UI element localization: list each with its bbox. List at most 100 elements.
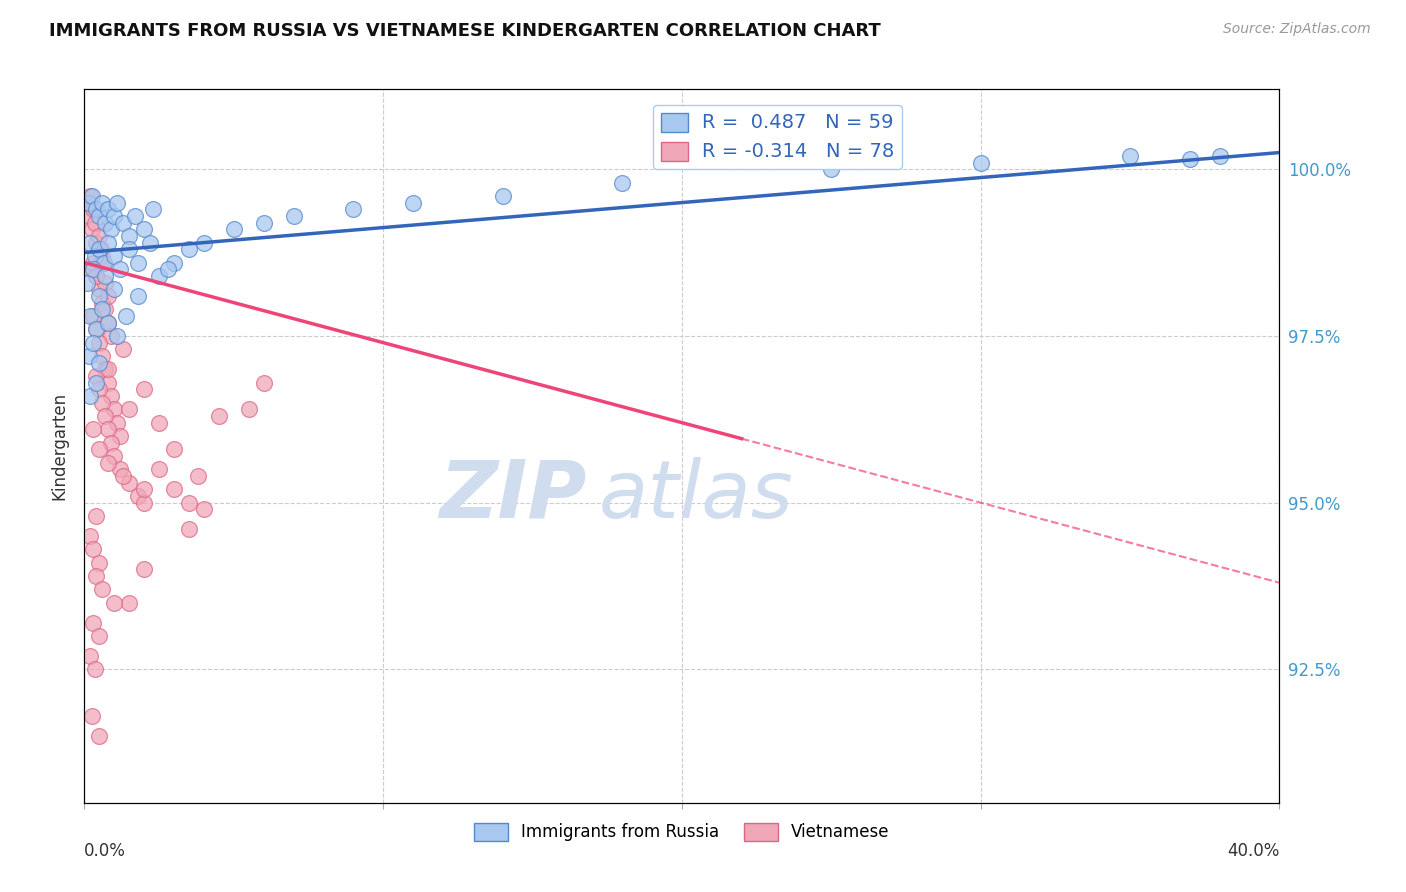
Point <box>177 496 200 510</box>
Point <box>103 402 125 417</box>
Point <box>283 209 305 223</box>
Point <box>83 216 105 230</box>
Point <box>91 302 114 317</box>
Point <box>100 389 122 403</box>
Point <box>97 376 120 390</box>
Point <box>148 268 170 283</box>
Point <box>86 235 108 250</box>
Text: 0.0%: 0.0% <box>84 842 127 860</box>
Point <box>118 596 141 610</box>
Point <box>132 562 156 576</box>
Point <box>105 329 128 343</box>
Y-axis label: Kindergarten: Kindergarten <box>51 392 69 500</box>
Point <box>177 242 200 256</box>
Point <box>208 409 231 423</box>
Point <box>1178 153 1201 167</box>
Point <box>94 302 117 317</box>
Point <box>91 249 114 263</box>
Point <box>157 262 180 277</box>
Point <box>82 255 104 269</box>
Point <box>86 322 108 336</box>
Point <box>82 422 104 436</box>
Point <box>76 276 98 290</box>
Text: Source: ZipAtlas.com: Source: ZipAtlas.com <box>1223 22 1371 37</box>
Point <box>82 202 104 217</box>
Point <box>127 289 149 303</box>
Point <box>83 249 105 263</box>
Point <box>132 496 156 510</box>
Point <box>94 276 117 290</box>
Point <box>612 176 634 190</box>
Point <box>77 349 100 363</box>
Point <box>76 195 98 210</box>
Point <box>79 389 101 403</box>
Point <box>110 429 132 443</box>
Point <box>402 195 425 210</box>
Point <box>82 615 104 630</box>
Point <box>89 282 111 296</box>
Point <box>86 509 108 524</box>
Point <box>148 462 170 476</box>
Point <box>91 295 114 310</box>
Point <box>253 376 276 390</box>
Point <box>103 596 125 610</box>
Point <box>118 475 141 490</box>
Point <box>79 649 101 664</box>
Point <box>86 376 108 390</box>
Point <box>177 522 200 536</box>
Point <box>89 442 111 457</box>
Point <box>148 416 170 430</box>
Point <box>132 222 156 236</box>
Point <box>94 216 117 230</box>
Point <box>89 629 111 643</box>
Text: 40.0%: 40.0% <box>1227 842 1279 860</box>
Point <box>139 235 162 250</box>
Text: ZIP: ZIP <box>439 457 586 535</box>
Point <box>80 189 103 203</box>
Point <box>132 382 156 396</box>
Point <box>97 202 120 217</box>
Point <box>86 569 108 583</box>
Point <box>80 222 103 236</box>
Point <box>89 335 111 350</box>
Point <box>142 202 165 217</box>
Point <box>82 335 104 350</box>
Point <box>820 162 842 177</box>
Point <box>89 729 111 743</box>
Point <box>79 235 101 250</box>
Point <box>103 209 125 223</box>
Point <box>82 542 104 557</box>
Point <box>163 255 186 269</box>
Point <box>91 195 114 210</box>
Point <box>110 462 132 476</box>
Point <box>89 356 111 370</box>
Point <box>97 422 120 436</box>
Point <box>97 289 120 303</box>
Point <box>90 242 112 256</box>
Point <box>253 216 276 230</box>
Point <box>112 343 135 357</box>
Point <box>492 189 515 203</box>
Point <box>77 195 100 210</box>
Point <box>193 235 215 250</box>
Point <box>103 282 125 296</box>
Point <box>89 382 111 396</box>
Point <box>80 709 103 723</box>
Point <box>82 309 104 323</box>
Point <box>127 255 149 269</box>
Point <box>100 435 122 450</box>
Point <box>222 222 245 236</box>
Point <box>86 202 108 217</box>
Point <box>105 416 128 430</box>
Point <box>163 483 186 497</box>
Point <box>163 442 186 457</box>
Point <box>132 483 156 497</box>
Point <box>94 409 117 423</box>
Point <box>86 268 108 283</box>
Point <box>112 469 135 483</box>
Point <box>86 368 108 383</box>
Point <box>118 402 141 417</box>
Point <box>97 235 120 250</box>
Point <box>97 316 120 330</box>
Point <box>89 209 111 223</box>
